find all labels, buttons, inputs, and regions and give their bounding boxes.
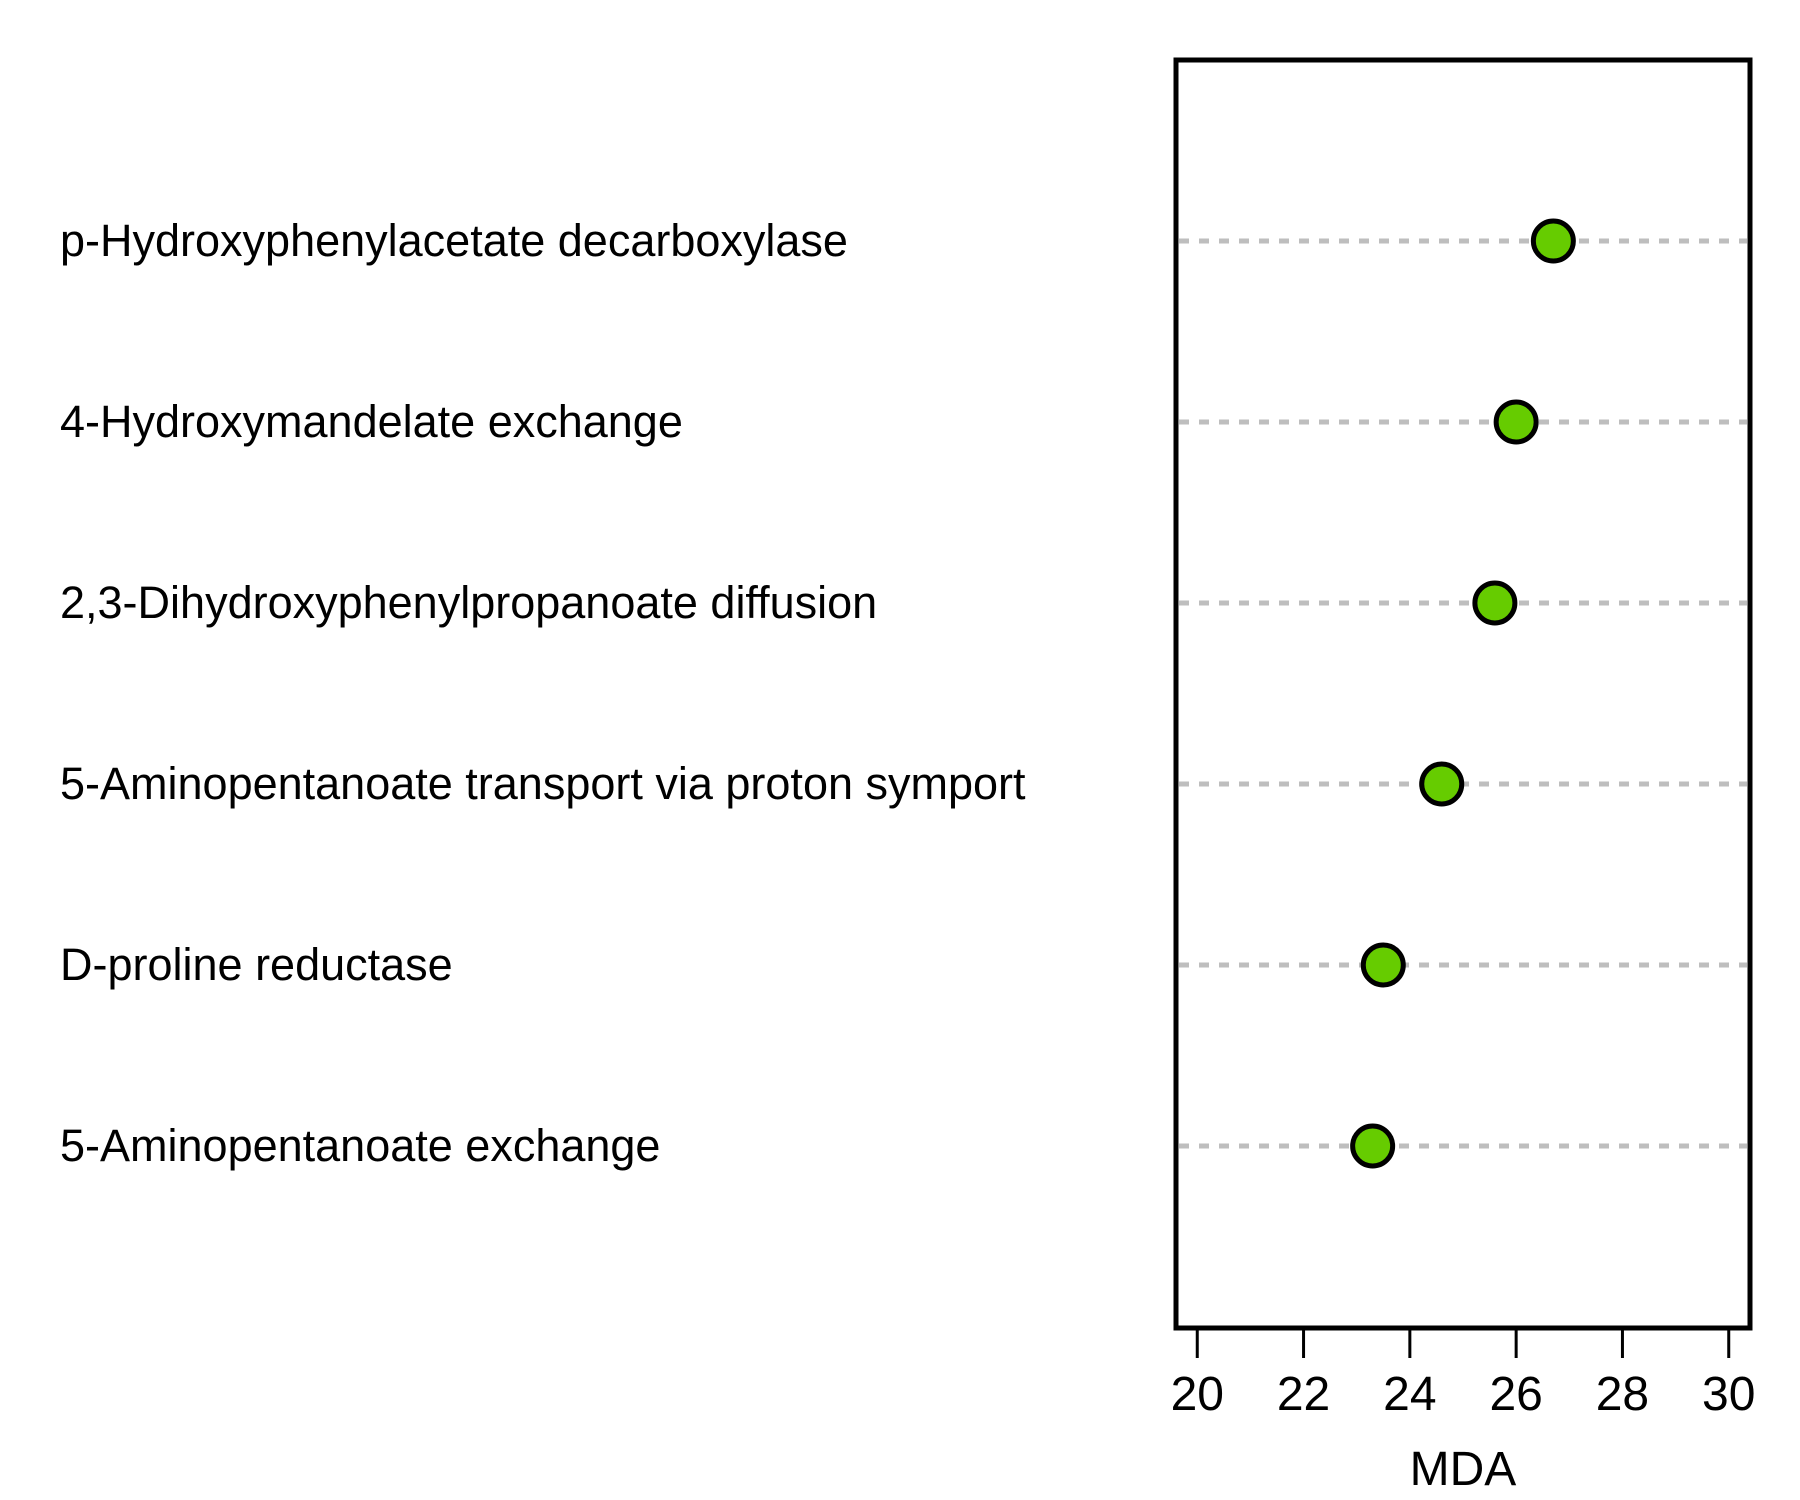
x-tick-label: 24 (1383, 1368, 1436, 1421)
category-label: 5-Aminopentanoate transport via proton s… (60, 758, 1026, 809)
x-axis-title: MDA (1410, 1443, 1517, 1496)
data-point (1350, 1123, 1396, 1169)
category-label: 2,3-Dihydroxyphenylpropanoate diffusion (60, 577, 877, 628)
category-label: 5-Aminopentanoate exchange (60, 1120, 660, 1171)
x-tick-label: 22 (1277, 1368, 1330, 1421)
category-label: p-Hydroxyphenylacetate decarboxylase (60, 215, 848, 266)
x-tick-label: 30 (1702, 1368, 1755, 1421)
data-point (1360, 942, 1406, 988)
category-label: 4-Hydroxymandelate exchange (60, 396, 683, 447)
data-point (1472, 580, 1518, 626)
data-point (1530, 218, 1576, 264)
x-tick-label: 20 (1171, 1368, 1224, 1421)
x-axis: 20 22 24 26 28 30 (1171, 1328, 1755, 1421)
guide-lines (1179, 238, 1747, 1149)
x-tick-label: 28 (1596, 1368, 1649, 1421)
category-labels: p-Hydroxyphenylacetate decarboxylase 4-Hy… (60, 215, 1026, 1171)
plot-frame (1173, 57, 1753, 1331)
data-point (1493, 399, 1539, 445)
category-label: D-proline reductase (60, 939, 453, 990)
data-point (1419, 761, 1465, 807)
x-tick-label: 26 (1489, 1368, 1542, 1421)
data-points (1350, 218, 1576, 1169)
